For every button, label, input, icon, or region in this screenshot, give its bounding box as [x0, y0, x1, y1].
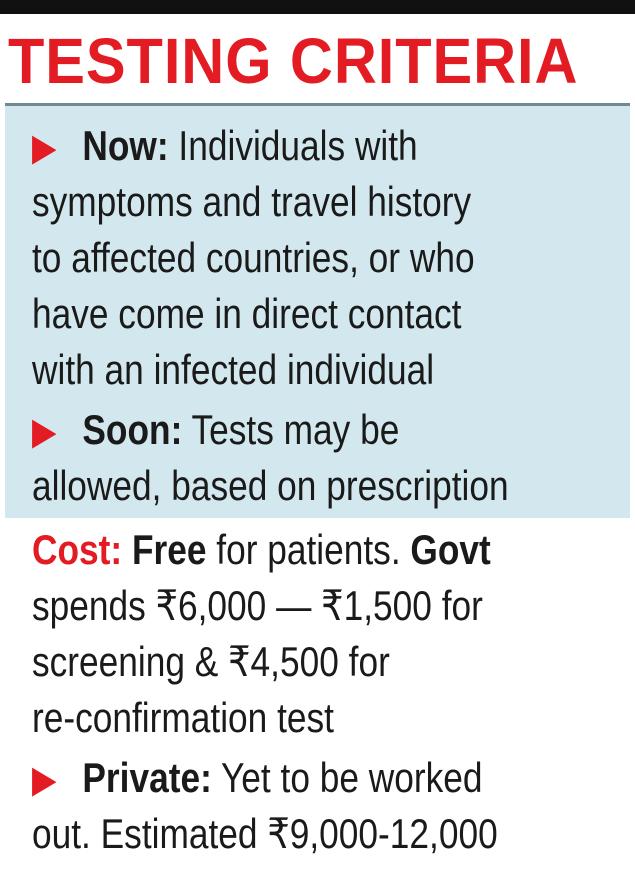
- soon-first-line: ▶ Soon: Tests may be: [32, 402, 399, 460]
- soon-text: Tests may be: [191, 406, 400, 453]
- cost-line: screening & ₹4,500 for: [32, 638, 390, 685]
- now-line: symptoms and travel history: [32, 178, 472, 225]
- criteria-panel: [5, 103, 630, 518]
- private-line: out. Estimated ₹9,000-12,000: [32, 810, 498, 857]
- arrow-icon: ▶: [32, 127, 57, 169]
- private-label: Private:: [82, 754, 212, 801]
- cost-free: Free: [131, 526, 207, 573]
- now-first-line: ▶ Now: Individuals with: [32, 118, 418, 176]
- top-rule: [0, 0, 635, 14]
- now-text: Individuals with: [178, 122, 418, 169]
- arrow-icon: ▶: [32, 411, 57, 453]
- now-label: Now:: [82, 122, 169, 169]
- cost-line: re-confirmation test: [32, 694, 334, 741]
- private-first-line: ▶ Private: Yet to be worked: [32, 750, 483, 808]
- private-text: Yet to be worked: [221, 754, 483, 801]
- arrow-icon: ▶: [32, 759, 57, 801]
- now-line: have come in direct contact: [32, 290, 462, 337]
- soon-label: Soon:: [82, 406, 183, 453]
- page-title: TESTING CRITERIA: [8, 25, 579, 97]
- cost-govt: Govt: [410, 526, 491, 573]
- now-line: with an infected individual: [32, 346, 435, 393]
- cost-line: spends ₹6,000 — ₹1,500 for: [32, 582, 483, 629]
- soon-line: allowed, based on prescription: [32, 462, 509, 509]
- cost-first-line: Cost: Free for patients. Govt: [32, 522, 491, 578]
- cost-text: for patients.: [206, 526, 411, 573]
- now-line: to affected countries, or who: [32, 234, 475, 281]
- cost-label: Cost:: [32, 526, 123, 573]
